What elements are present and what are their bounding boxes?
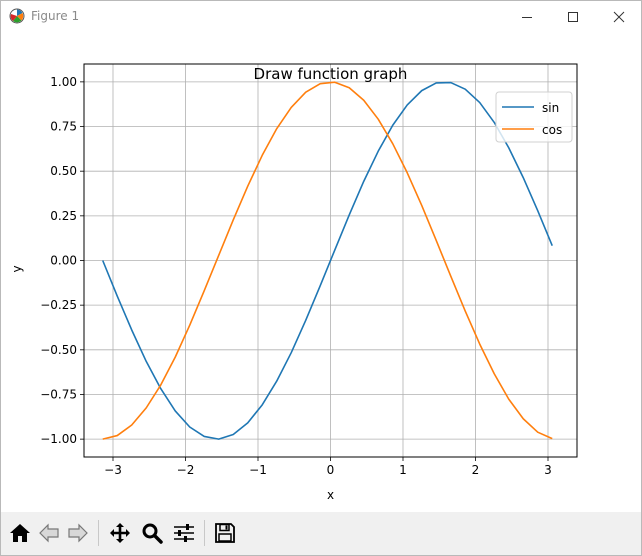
home-button[interactable] [6,519,34,547]
legend-label-sin: sin [542,101,559,115]
zoom-button[interactable] [138,519,166,547]
plot-canvas[interactable]: −3 −2 −1 0 1 2 3 −1.00 −0.75 −0.50 −0.25 0.00 0.25 0… [1,32,641,512]
y-axis-label: y [10,265,24,272]
legend-label-cos: cos [542,123,562,137]
toolbar-separator [204,520,205,546]
title-bar[interactable]: Figure 1 [1,1,641,32]
x-tick-label: −3 [104,463,122,477]
y-tick-label: 0.25 [50,209,77,223]
x-ticks: −3 −2 −1 0 1 2 3 [104,457,552,477]
sliders-icon [174,524,194,542]
close-button[interactable] [596,1,642,32]
x-tick-label: 0 [327,463,335,477]
series-lines [101,81,553,440]
x-tick-label: 3 [544,463,552,477]
pan-button[interactable] [106,519,134,547]
close-icon [613,11,625,23]
maximize-icon [568,12,578,22]
y-tick-label: 0.75 [50,120,77,134]
x-tick-label: 2 [472,463,480,477]
magnifier-icon [142,523,163,544]
x-tick-label: −1 [249,463,267,477]
navigation-toolbar [1,512,641,555]
legend: sin cos [495,91,573,143]
floppy-disk-icon [215,523,235,543]
arrow-left-icon [39,523,59,543]
save-button[interactable] [211,519,239,547]
maximize-button[interactable] [550,1,596,32]
home-icon [10,524,30,542]
series-line-sin [101,81,553,440]
x-axis-label: x [327,488,334,502]
x-tick-label: −2 [177,463,195,477]
chart-title: Draw function graph [254,65,408,83]
matplotlib-logo-icon [9,8,25,24]
minimize-button[interactable] [504,1,550,32]
configure-subplots-button[interactable] [170,519,198,547]
y-tick-label: −0.75 [40,387,77,401]
series-line-cos [102,81,553,440]
x-tick-label: 1 [399,463,407,477]
y-ticks: −1.00 −0.75 −0.50 −0.25 0.00 0.25 0.50 0.75 1.00 [40,75,84,446]
toolbar-separator [98,520,99,546]
arrow-right-icon [68,523,88,543]
y-tick-label: 1.00 [50,75,77,89]
y-tick-label: 0.50 [50,164,77,178]
forward-button[interactable] [64,519,92,547]
move-icon [110,523,130,543]
y-tick-label: −0.25 [40,298,77,312]
y-tick-label: −1.00 [40,432,77,446]
y-tick-label: 0.00 [50,254,77,268]
back-button[interactable] [35,519,63,547]
y-tick-label: −0.50 [40,343,77,357]
window-title: Figure 1 [31,9,80,23]
minimize-icon [522,17,532,18]
